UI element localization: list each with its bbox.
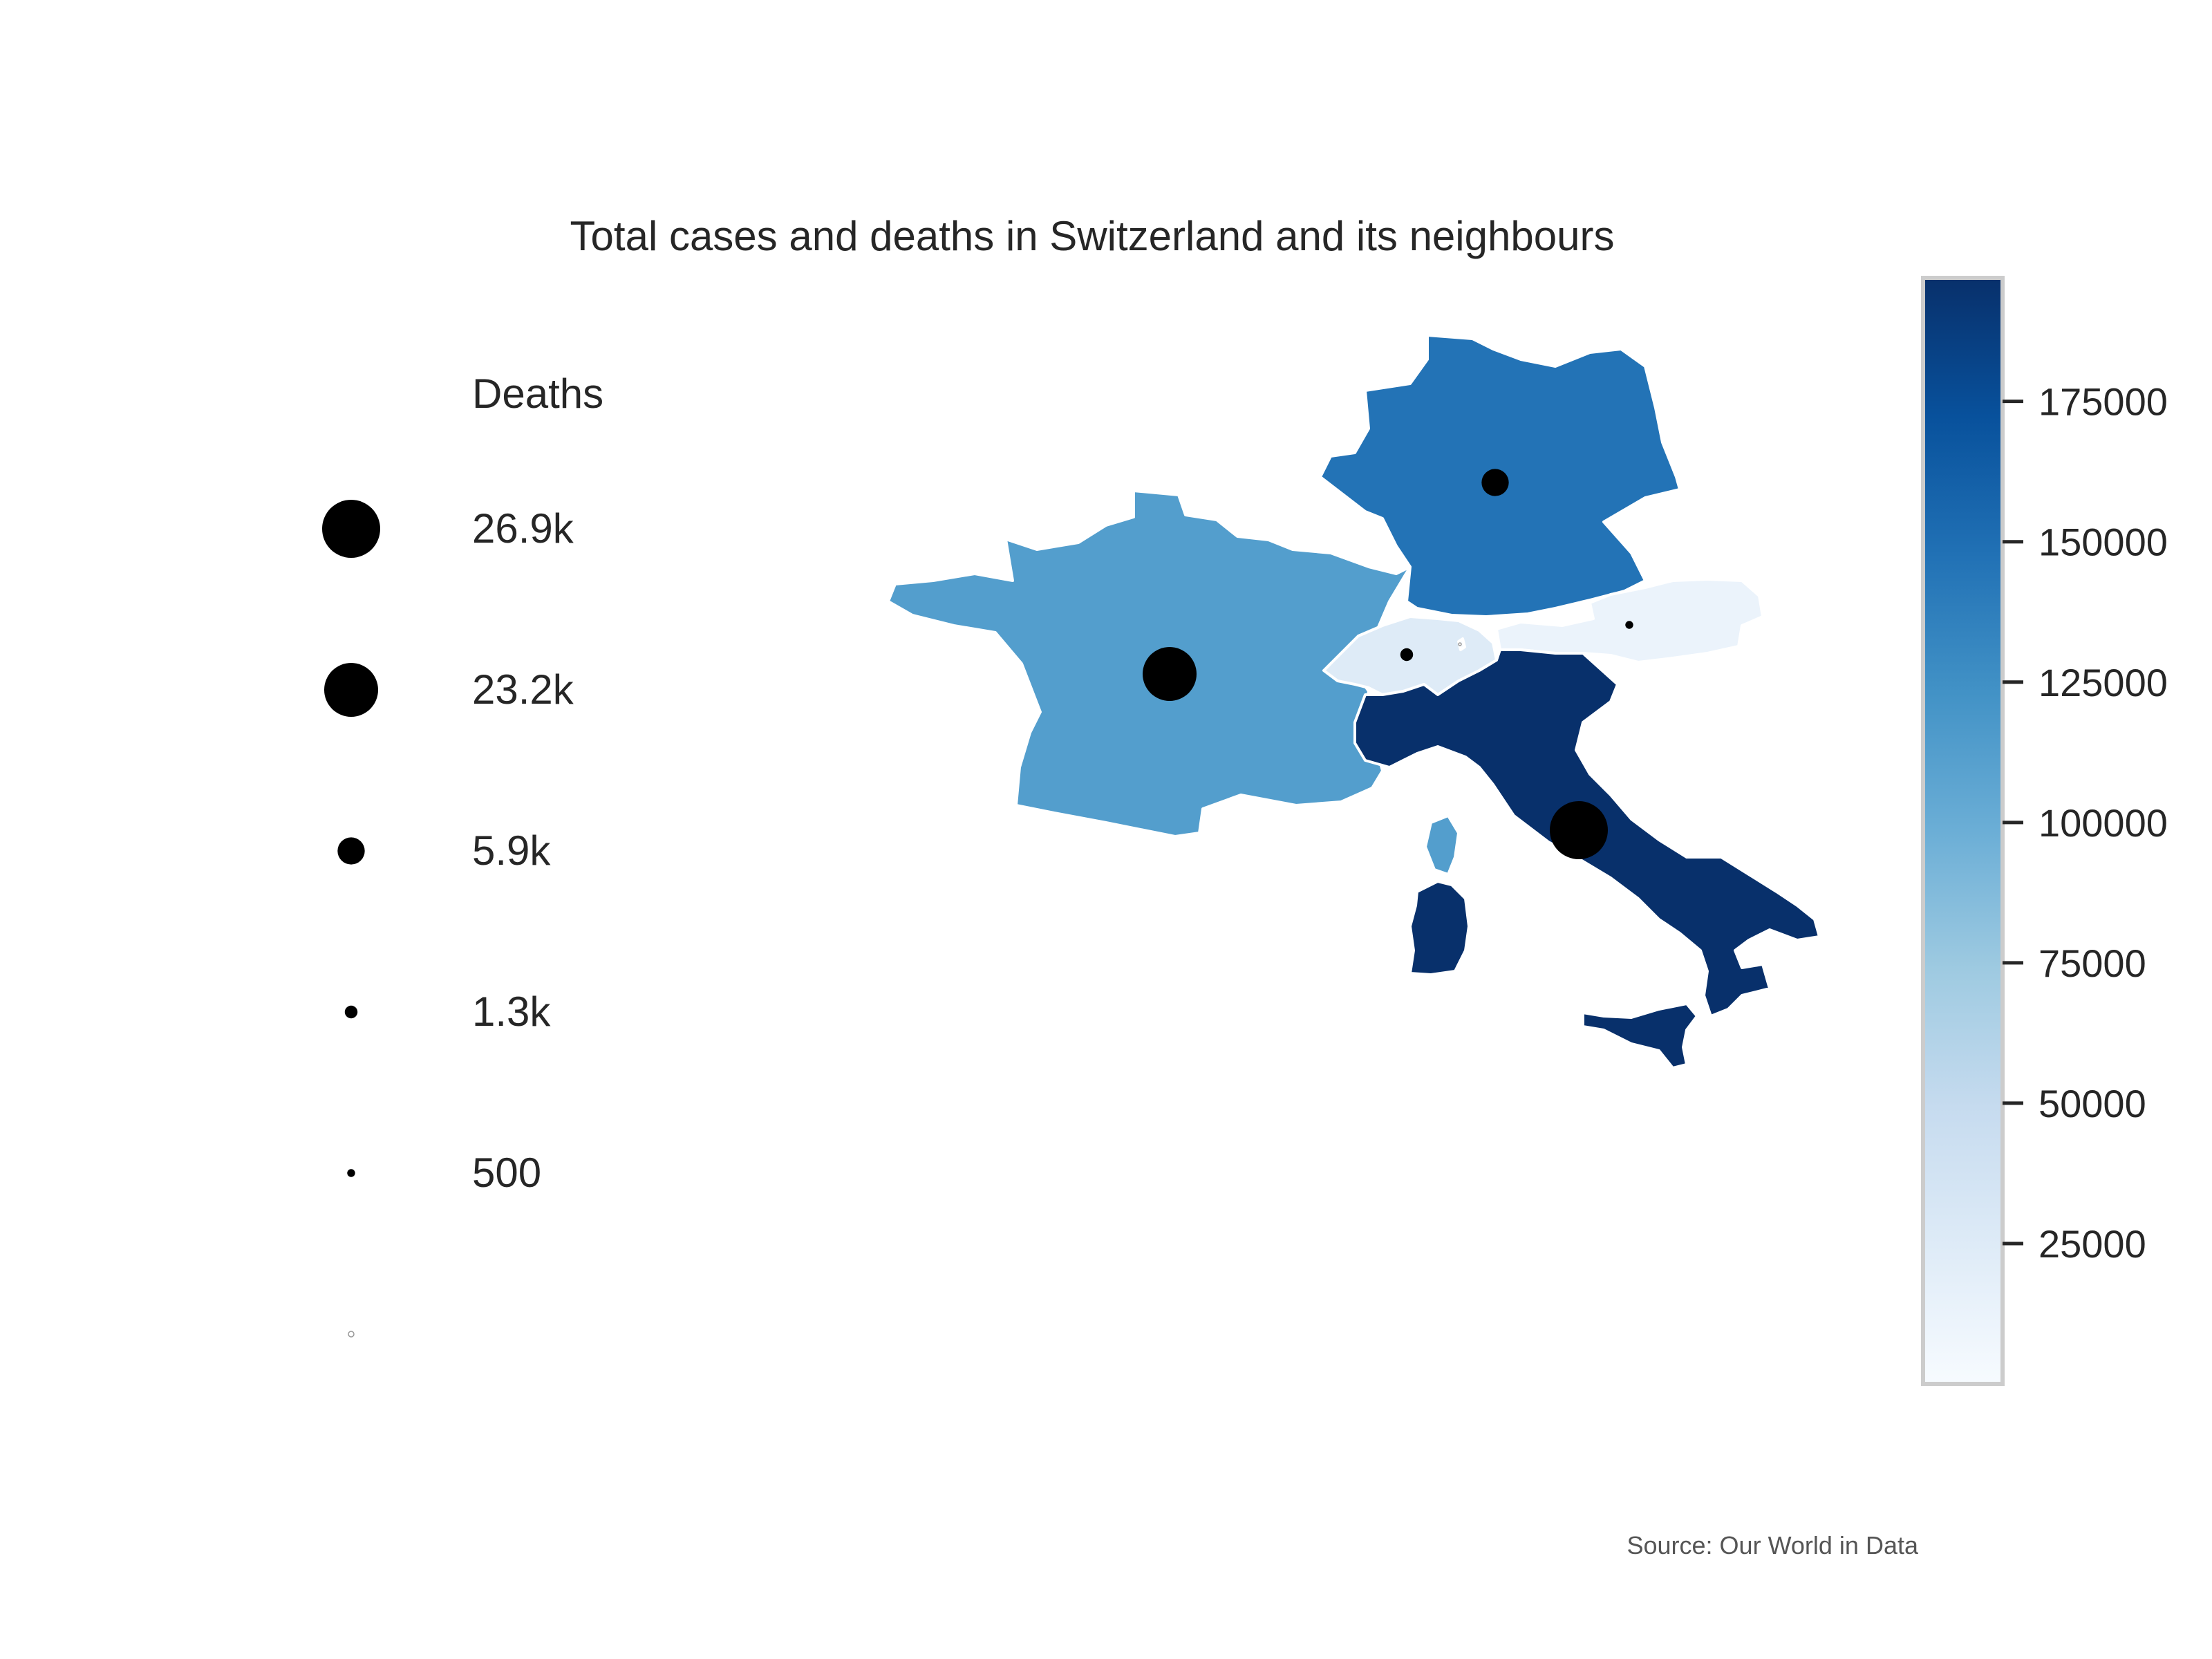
size-legend-label: 5.9k xyxy=(472,827,551,874)
colorbar-tick-label: 50000 xyxy=(2038,1082,2146,1125)
deaths-bubble-layer xyxy=(1142,469,1633,859)
colorbar-gradient xyxy=(1921,276,2005,1386)
size-legend-label: 1.3k xyxy=(472,988,551,1035)
region-sardinia[interactable] xyxy=(1409,880,1470,976)
chart-title: Total cases and deaths in Switzerland an… xyxy=(570,213,1615,259)
colorbar-tick-label: 25000 xyxy=(2038,1222,2146,1266)
source-note: Source: Our World in Data xyxy=(1627,1531,1918,1559)
size-legend-label: 23.2k xyxy=(472,666,574,713)
deaths-bubble-austria[interactable] xyxy=(1625,621,1633,629)
size-legend-marker xyxy=(344,1005,358,1019)
country-layer xyxy=(887,334,1821,1069)
size-legend-title: Deaths xyxy=(472,371,603,417)
size-legend-label: 26.9k xyxy=(472,505,574,552)
colorbar: 25000 50000 75000 100000 125000 150000 175000 xyxy=(1921,276,2168,1386)
size-legend-marker xyxy=(324,662,379,718)
colorbar-tick-label: 75000 xyxy=(2038,941,2146,985)
region-corsica[interactable] xyxy=(1424,814,1460,876)
size-legend-marker xyxy=(322,500,380,558)
colorbar-tick-label: 150000 xyxy=(2038,521,2168,564)
size-legend-marker xyxy=(347,1169,355,1177)
size-legend-label: 500 xyxy=(472,1150,541,1196)
colorbar-tick-label: 125000 xyxy=(2038,661,2168,704)
size-legend-marker xyxy=(337,837,365,865)
colorbar-tick-label: 100000 xyxy=(2038,801,2168,845)
region-sicily[interactable] xyxy=(1582,1002,1698,1069)
size-legend-marker xyxy=(348,1331,355,1338)
deaths-bubble-germany[interactable] xyxy=(1481,469,1509,496)
size-legend: Deaths 26.9k 23.2k 5.9k 1.3k 500 xyxy=(322,371,603,1338)
deaths-bubble-france[interactable] xyxy=(1142,646,1197,702)
deaths-bubble-switzerland[interactable] xyxy=(1400,648,1414,662)
deaths-bubble-liechtenstein[interactable] xyxy=(1458,642,1462,646)
deaths-bubble-italy[interactable] xyxy=(1550,801,1608,859)
colorbar-tick-label: 175000 xyxy=(2038,380,2168,424)
